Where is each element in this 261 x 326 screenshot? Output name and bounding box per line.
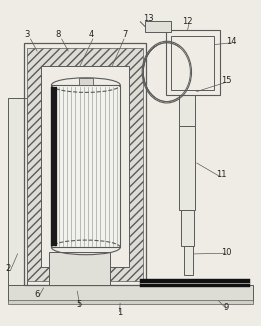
Text: 5: 5	[76, 300, 81, 309]
Text: 14: 14	[227, 37, 237, 46]
Text: 15: 15	[221, 76, 232, 85]
Bar	[51, 85, 120, 247]
Bar	[140, 279, 250, 287]
Text: 3: 3	[24, 30, 29, 39]
Bar	[181, 210, 194, 246]
Text: 8: 8	[55, 30, 61, 39]
Text: 1: 1	[117, 308, 123, 318]
Text: 6: 6	[34, 290, 40, 299]
Text: 12: 12	[182, 17, 193, 26]
Bar	[9, 300, 252, 304]
Text: 2: 2	[6, 264, 11, 273]
Bar	[179, 95, 195, 126]
Bar	[179, 126, 195, 210]
Bar	[41, 66, 129, 267]
Text: 10: 10	[221, 248, 232, 257]
Bar	[9, 285, 252, 301]
Bar	[145, 21, 171, 32]
Bar	[51, 87, 57, 246]
Text: 11: 11	[216, 170, 227, 179]
Bar	[165, 30, 220, 95]
Bar	[171, 37, 213, 90]
Bar	[24, 43, 146, 285]
Bar	[9, 98, 27, 285]
Text: 9: 9	[224, 303, 229, 312]
Bar	[49, 252, 110, 285]
Text: 13: 13	[143, 14, 154, 23]
Bar	[184, 246, 193, 275]
Bar	[27, 48, 144, 281]
Text: 4: 4	[89, 30, 94, 39]
Text: 7: 7	[123, 30, 128, 39]
Bar	[79, 78, 93, 85]
